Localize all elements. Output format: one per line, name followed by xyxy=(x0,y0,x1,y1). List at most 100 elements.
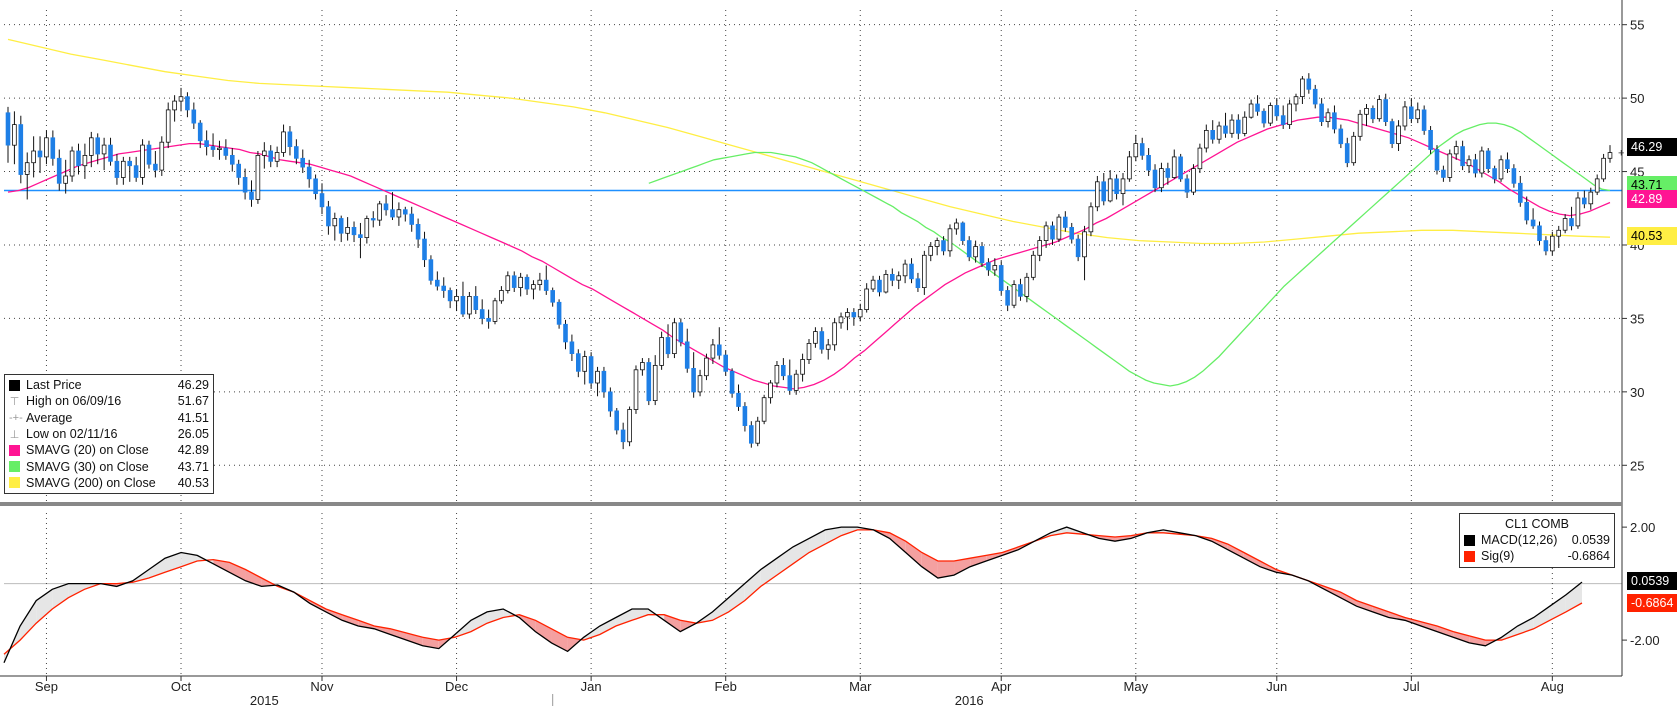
candle-body xyxy=(979,246,985,264)
legend-swatch-signal xyxy=(1464,550,1475,562)
candle-body xyxy=(1050,225,1055,240)
candle-body xyxy=(242,176,248,193)
x-tick-label: Feb xyxy=(714,679,736,694)
candle-body xyxy=(229,154,235,165)
candle-body xyxy=(281,131,286,153)
candle-body xyxy=(1370,108,1376,120)
macd-fill-segment xyxy=(1259,561,1277,573)
legend-swatch-last-price xyxy=(9,379,20,391)
candle-body xyxy=(332,218,338,227)
candle-body xyxy=(1280,115,1286,125)
candle-body xyxy=(1107,178,1113,202)
candle-body xyxy=(909,263,914,280)
candle-body xyxy=(1229,119,1235,134)
candle-body xyxy=(1261,110,1267,124)
macd-fill-segment xyxy=(664,614,681,632)
year-label-2015: 2015 xyxy=(250,693,279,707)
y-tick-label: 45 xyxy=(1630,165,1644,180)
candle-body xyxy=(1101,181,1107,202)
candle-body xyxy=(191,109,197,124)
smavg-200-on-close-path xyxy=(7,38,1611,245)
y-tick-label: 25 xyxy=(1630,458,1644,473)
legend-value: -0.6864 xyxy=(1567,549,1610,564)
legend-high: ⊤ High on 06/09/16 51.67 xyxy=(5,393,213,409)
candle-body xyxy=(1088,206,1094,233)
candle-body xyxy=(24,162,30,175)
candle-body xyxy=(1601,157,1606,180)
candle-body xyxy=(998,265,1004,291)
candle-body xyxy=(806,342,812,360)
last-price-tag: 46.29 xyxy=(1627,138,1677,156)
macd-y-tick-label: -2.00 xyxy=(1630,633,1660,648)
macd-tag: 0.0539 xyxy=(1627,572,1677,590)
legend-low: ⊥ Low on 02/11/16 26.05 xyxy=(5,426,213,442)
candle-body xyxy=(870,279,876,290)
candle-body xyxy=(127,160,133,167)
candle-body xyxy=(774,364,780,384)
macd-fill-segment xyxy=(1533,606,1550,629)
candle-body xyxy=(434,279,440,287)
x-tick-label: Jul xyxy=(1403,679,1420,694)
signal-tag: -0.6864 xyxy=(1627,594,1677,612)
candle-body xyxy=(1524,201,1530,221)
candle-body xyxy=(364,218,370,239)
candle-body xyxy=(255,154,261,200)
smavg-200-line xyxy=(7,38,1611,245)
candle-body xyxy=(1588,191,1594,205)
candle-body xyxy=(659,337,664,366)
candle-body xyxy=(813,331,818,344)
candle-body xyxy=(223,147,229,156)
candle-body xyxy=(1383,99,1389,122)
candle-body xyxy=(857,309,863,318)
candle-body xyxy=(1216,125,1222,140)
macd-fill-segment xyxy=(744,569,761,601)
candle-body xyxy=(172,100,177,111)
candle-body xyxy=(704,357,709,377)
candle-body xyxy=(1498,159,1504,180)
candle-body xyxy=(1274,105,1280,117)
smavg-30-on-close-path xyxy=(648,122,1611,387)
candle-body xyxy=(1139,143,1145,156)
smavg-20-tag: 42.89 xyxy=(1627,190,1677,208)
smavg-30-line xyxy=(648,122,1611,387)
legend-swatch-smavg-30 xyxy=(9,461,20,473)
candle-body xyxy=(1396,125,1401,145)
candle-body xyxy=(1377,99,1382,120)
candle-body xyxy=(954,222,959,230)
candle-body xyxy=(582,356,587,372)
candle-body xyxy=(486,317,491,322)
macd-fill-segment xyxy=(809,529,826,553)
candle-body xyxy=(1351,135,1357,164)
candle-body xyxy=(50,137,56,159)
candle-body xyxy=(479,309,485,319)
candle-body xyxy=(345,226,350,234)
average-marker-icon: -+- xyxy=(9,411,23,424)
candle-body xyxy=(1024,276,1030,297)
candle-body xyxy=(1473,159,1478,174)
candle-body xyxy=(396,209,402,218)
candle-body xyxy=(717,344,722,356)
candle-body xyxy=(819,331,825,350)
candle-body xyxy=(351,226,357,236)
legend-value: 40.53 xyxy=(177,475,209,490)
candle-body xyxy=(787,375,793,391)
candle-body xyxy=(825,344,831,350)
candle-body xyxy=(383,203,389,211)
candle-body xyxy=(627,409,632,443)
x-tick-label: Jan xyxy=(581,679,602,694)
legend-swatch-smavg-200 xyxy=(9,477,20,489)
candle-body xyxy=(1530,219,1536,227)
candle-body xyxy=(902,263,908,277)
candle-body xyxy=(1389,121,1395,144)
candle-body xyxy=(1447,153,1453,178)
candle-body xyxy=(832,322,837,346)
candle-body xyxy=(1075,238,1081,258)
legend-smavg-200: SMAVG (200) on Close 40.53 xyxy=(5,475,213,491)
price-legend: Last Price 46.29 ⊤ High on 06/09/16 51.6… xyxy=(4,374,214,495)
legend-label: Low on 02/11/16 xyxy=(26,427,118,442)
candle-body xyxy=(499,290,504,302)
year-label-2016: 2016 xyxy=(955,693,984,707)
candle-body xyxy=(1056,216,1062,240)
